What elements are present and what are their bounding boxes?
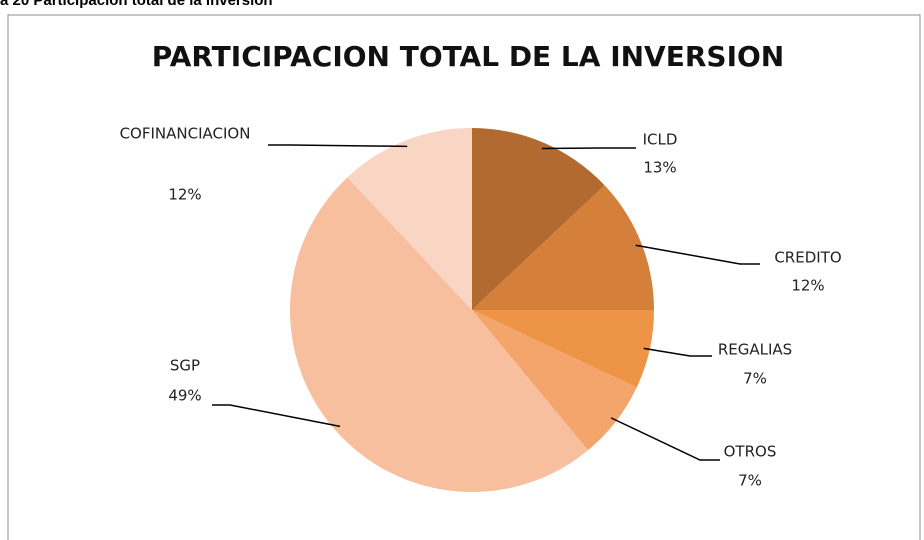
value-label: 7% <box>738 472 762 490</box>
leader-line <box>610 417 720 461</box>
chart-title: PARTICIPACION TOTAL DE LA INVERSION <box>152 40 784 73</box>
value-label: 12% <box>168 186 201 204</box>
value-label: 49% <box>168 387 201 405</box>
category-label: SGP <box>170 357 200 375</box>
pie-slice <box>289 177 589 493</box>
pie-slice <box>472 185 654 310</box>
pie-slice <box>472 310 654 388</box>
value-label: 13% <box>643 159 676 177</box>
value-label: 12% <box>791 277 824 295</box>
pie-slice <box>347 128 472 310</box>
pie-slice <box>472 310 637 451</box>
category-label: REGALIAS <box>718 341 792 359</box>
pie-slice <box>472 128 605 310</box>
category-label: ICLD <box>643 131 678 149</box>
leader-line <box>212 404 341 428</box>
leader-line <box>643 347 712 357</box>
leader-line <box>268 144 408 148</box>
category-label: CREDITO <box>774 249 841 267</box>
category-label: OTROS <box>724 443 777 461</box>
category-label: COFINANCIACION <box>120 125 251 143</box>
caption: a 20 Participación total de la inversión <box>0 0 273 9</box>
leader-line <box>635 244 760 265</box>
value-label: 7% <box>743 370 767 388</box>
